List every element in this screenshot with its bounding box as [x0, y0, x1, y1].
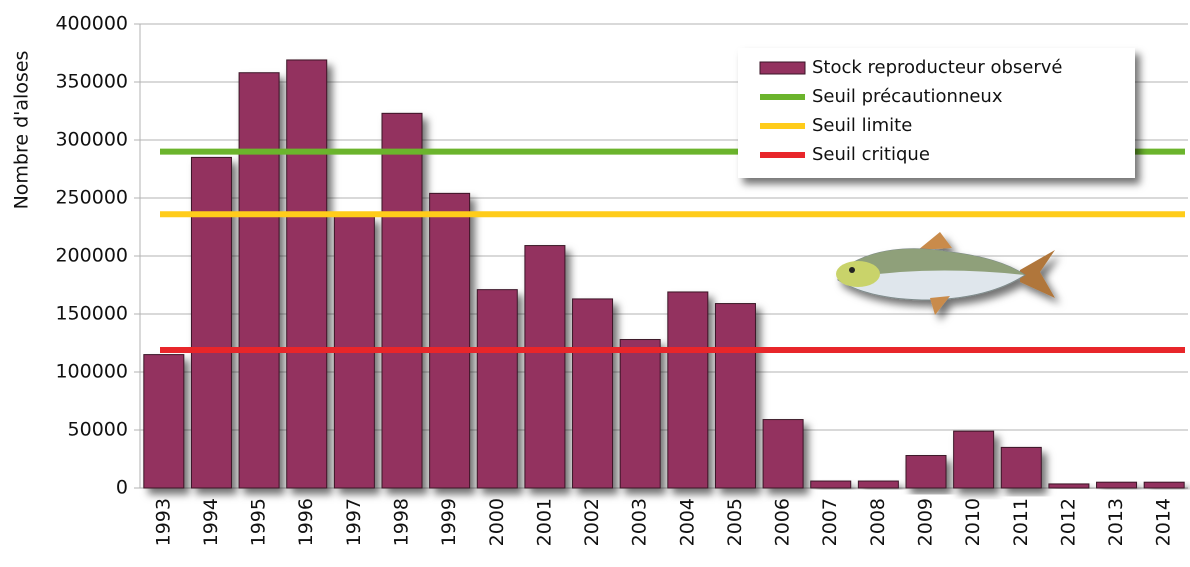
bar	[572, 298, 614, 489]
bar	[143, 354, 185, 489]
bar	[1000, 446, 1042, 489]
bar	[667, 291, 709, 489]
fish-icon	[836, 232, 1055, 315]
legend-label: Seuil critique	[812, 144, 930, 165]
y-axis-label: Nombre d'aloses	[11, 51, 33, 210]
y-tick-label: 400000	[55, 13, 128, 35]
x-tick-label: 1997	[343, 498, 365, 546]
x-tick-label: 2010	[962, 498, 984, 546]
bar	[810, 480, 852, 489]
y-tick-label: 250000	[55, 187, 128, 209]
x-tick-label: 2002	[581, 498, 603, 546]
bar	[619, 339, 661, 489]
bar	[238, 72, 280, 489]
legend-label: Seuil limite	[812, 115, 912, 136]
y-tick-label: 100000	[55, 361, 128, 383]
bar	[762, 419, 804, 489]
bar	[1048, 483, 1090, 489]
bar	[190, 156, 232, 489]
bar	[381, 112, 423, 489]
x-tick-label: 2001	[533, 498, 555, 546]
y-tick-label: 0	[116, 477, 128, 499]
bar	[953, 430, 995, 489]
bar	[524, 245, 566, 489]
x-tick-label: 1996	[295, 498, 317, 546]
x-tick-label: 2014	[1153, 498, 1175, 546]
bar	[429, 192, 471, 489]
bar	[714, 303, 756, 489]
x-tick-label: 2007	[819, 498, 841, 546]
x-tick-label: 1993	[152, 498, 174, 546]
bar	[1143, 481, 1185, 489]
legend-label: Seuil précautionneux	[812, 86, 1003, 107]
x-tick-label: 2006	[772, 498, 794, 546]
y-tick-label: 350000	[55, 71, 128, 93]
legend-label: Stock reproducteur observé	[812, 57, 1062, 78]
y-tick-label: 150000	[55, 303, 128, 325]
x-tick-label: 2012	[1057, 498, 1079, 546]
bar	[905, 455, 947, 489]
bar	[476, 289, 518, 489]
x-tick-label: 2004	[676, 498, 698, 546]
y-tick-label: 50000	[68, 419, 128, 441]
x-tick-label: 2011	[1010, 498, 1032, 546]
bar	[857, 480, 899, 489]
x-tick-label: 2013	[1105, 498, 1127, 546]
x-tick-label: 2008	[867, 498, 889, 546]
x-tick-label: 2003	[629, 498, 651, 546]
x-tick-label: 1998	[391, 498, 413, 546]
x-tick-label: 1994	[200, 498, 222, 546]
y-tick-label: 200000	[55, 245, 128, 267]
x-tick-label: 2009	[915, 498, 937, 546]
x-tick-label: 1995	[248, 498, 270, 546]
y-tick-label: 300000	[55, 129, 128, 151]
x-tick-label: 2005	[724, 498, 746, 546]
bar	[286, 59, 328, 489]
bar	[1096, 481, 1138, 489]
x-tick-label: 2000	[486, 498, 508, 546]
legend-swatch	[759, 61, 806, 75]
x-tick-label: 1999	[438, 498, 460, 546]
